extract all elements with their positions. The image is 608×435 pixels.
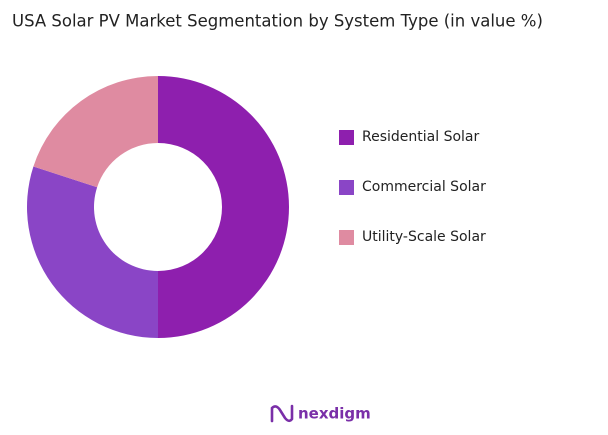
donut-slice	[158, 76, 289, 338]
legend-swatch	[339, 180, 354, 195]
donut-slice	[26, 166, 158, 338]
legend-swatch	[339, 130, 354, 145]
legend-label: Commercial Solar	[362, 179, 486, 195]
brand-name: nexdigm	[298, 405, 371, 423]
donut-slice	[33, 76, 158, 188]
brand-icon	[270, 404, 294, 423]
legend-label: Residential Solar	[362, 129, 479, 145]
legend-swatch	[339, 230, 354, 245]
brand-logo: nexdigm	[270, 404, 371, 423]
legend-label: Utility-Scale Solar	[362, 229, 486, 245]
chart-title: USA Solar PV Market Segmentation by Syst…	[12, 12, 543, 31]
